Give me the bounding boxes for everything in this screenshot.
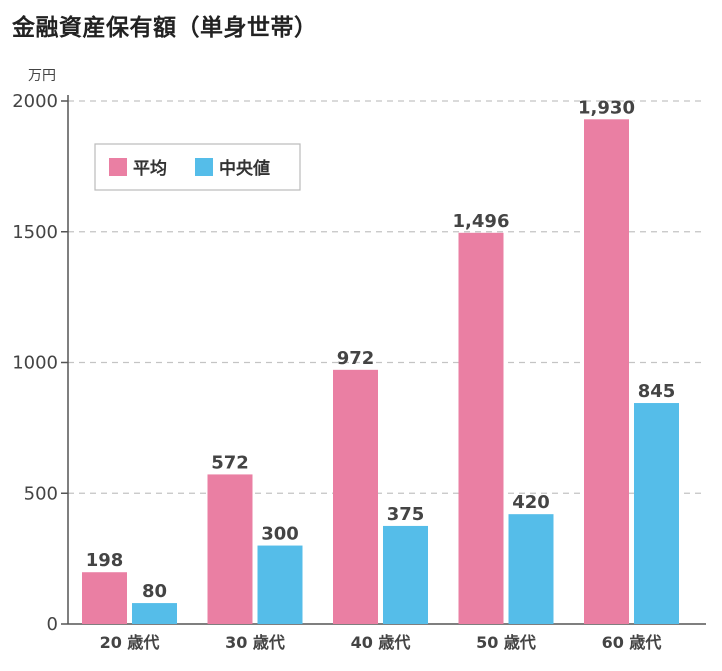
bar-median	[132, 603, 177, 624]
bar-median	[634, 403, 679, 624]
x-category-label: 50 歳代	[476, 633, 536, 652]
bar-mean	[333, 369, 378, 624]
legend-label: 平均	[133, 158, 167, 179]
legend: 平均 中央値	[94, 143, 301, 191]
bar-mean	[207, 474, 253, 624]
y-tick-label: 500	[24, 483, 58, 504]
y-tick-label: 0	[47, 614, 58, 635]
axes: 万円 0 500 1000 1500 2000 20 歳代 30 歳代 40 歳代 50 歳代 60…	[12, 68, 706, 652]
bar-mean	[584, 119, 629, 625]
y-tick-label: 1000	[12, 353, 58, 374]
bars	[82, 119, 679, 625]
bar-value-label: 572	[211, 452, 249, 473]
bar-value-label: 1,496	[453, 211, 510, 232]
legend-swatch	[109, 158, 127, 176]
y-tick-label: 1500	[12, 222, 58, 243]
x-category-label: 20 歳代	[100, 633, 160, 652]
bar-value-label: 845	[638, 381, 676, 402]
bar-value-label: 1,930	[578, 97, 635, 118]
bar-value-label: 420	[512, 492, 550, 513]
bar-value-label: 80	[142, 581, 167, 602]
legend-swatch	[195, 158, 213, 176]
bar-value-label: 375	[387, 504, 425, 525]
bar-mean	[82, 572, 127, 624]
bar-median	[508, 514, 554, 624]
x-category-label: 60 歳代	[602, 633, 662, 652]
chart-title: 金融資産保有額（単身世帯）	[12, 15, 318, 41]
bar-median	[383, 525, 428, 624]
bar-mean	[458, 232, 504, 624]
legend-label: 中央値	[219, 158, 270, 179]
bar-median	[257, 545, 303, 624]
bar-value-label: 972	[337, 348, 375, 369]
y-tick-label: 2000	[12, 91, 58, 112]
data-labels: 198 80 572 300 972 375 1,496 420 1,930 845	[86, 97, 676, 602]
bar-value-label: 300	[261, 524, 299, 545]
y-unit-label: 万円	[28, 68, 56, 84]
x-category-label: 30 歳代	[225, 633, 285, 652]
bar-value-label: 198	[86, 550, 124, 571]
x-category-label: 40 歳代	[351, 633, 411, 652]
